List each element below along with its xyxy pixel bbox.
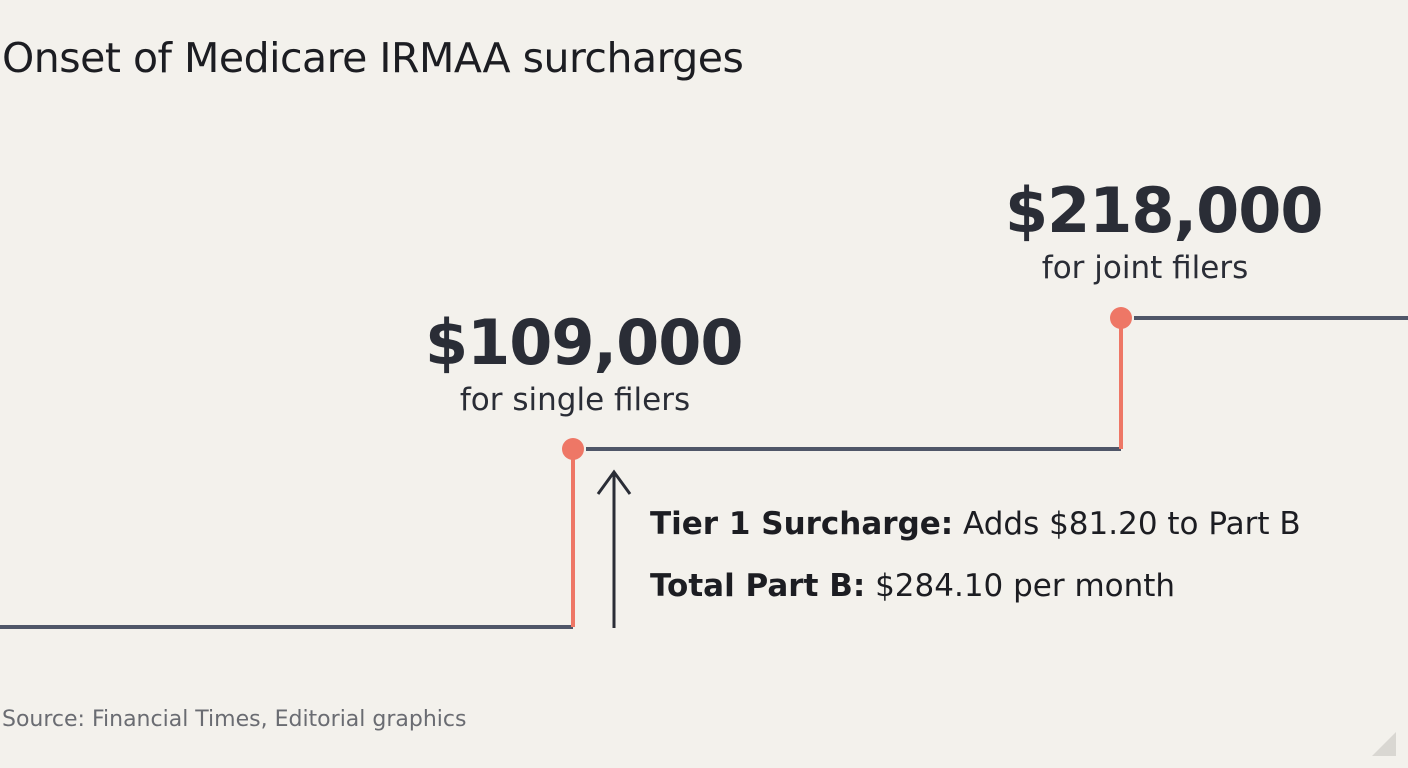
joint-threshold-label: for joint filers	[1041, 250, 1249, 286]
single-threshold-amount: $109,000	[425, 306, 744, 379]
joint-threshold-marker	[1110, 307, 1132, 329]
corner-fold-icon	[1372, 732, 1396, 756]
tier1-surcharge-label: Tier 1 Surcharge:	[650, 506, 954, 542]
up-arrow-icon	[596, 469, 632, 628]
chart-title: Onset of Medicare IRMAA surcharges	[2, 34, 744, 82]
source-note: Source: Financial Times, Editorial graph…	[2, 707, 467, 732]
total-part-b-label: Total Part B:	[650, 568, 866, 604]
total-part-b-text: $284.10 per month	[865, 568, 1176, 604]
total-part-b-note: Total Part B: $284.10 per month	[650, 568, 1175, 604]
single-threshold-marker	[562, 438, 584, 460]
tier1-surcharge-note: Tier 1 Surcharge: Adds $81.20 to Part B	[650, 506, 1301, 542]
single-threshold-label: for single filers	[459, 382, 691, 418]
joint-threshold-amount: $218,000	[1005, 174, 1324, 247]
tier1-surcharge-text: Adds $81.20 to Part B	[953, 506, 1301, 542]
